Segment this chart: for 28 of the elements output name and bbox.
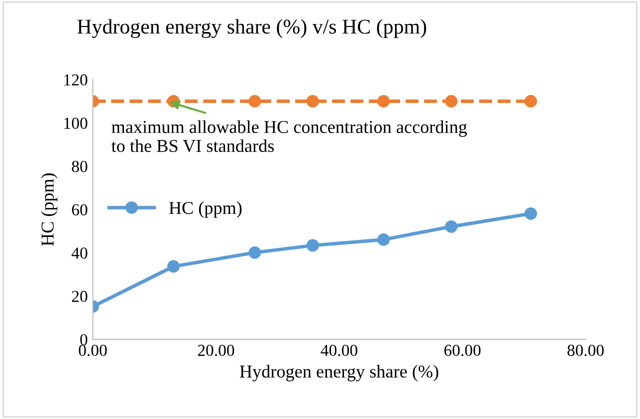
legend-label: HC (ppm) (169, 201, 242, 218)
y-tick-label: 60 (72, 204, 88, 216)
point (524, 207, 538, 220)
y-tick-label: 100 (64, 118, 88, 129)
point (306, 239, 319, 252)
y-tick-label: 40 (72, 247, 88, 259)
x-tick-label: 40.00 (320, 344, 358, 356)
x-tick-label: 0.00 (78, 344, 107, 356)
y-axis-title: HC (ppm) (41, 173, 58, 246)
point (445, 220, 458, 233)
chart-title: Hydrogen energy share (%) v/s HC (ppm) (77, 19, 426, 38)
point (248, 95, 262, 108)
y-tick-label: 80 (72, 160, 88, 172)
point (524, 95, 538, 108)
y-tick-label: 20 (72, 290, 88, 302)
point (377, 233, 390, 246)
point (377, 95, 390, 108)
x-axis-title: Hydrogen energy share (%) (240, 364, 438, 382)
x-tick-label: 80.00 (567, 344, 604, 356)
point (167, 260, 180, 273)
annotation: maximum allowable HC concentration according to the BS VI standards (111, 120, 467, 152)
point (445, 95, 458, 108)
x-tick-label: 60.00 (444, 344, 481, 356)
point (306, 95, 319, 108)
y-tick-label: 0 (80, 334, 88, 346)
y-tick-label: 120 (64, 74, 88, 86)
x-tick-label: 20.00 (198, 344, 234, 356)
point (248, 246, 262, 259)
